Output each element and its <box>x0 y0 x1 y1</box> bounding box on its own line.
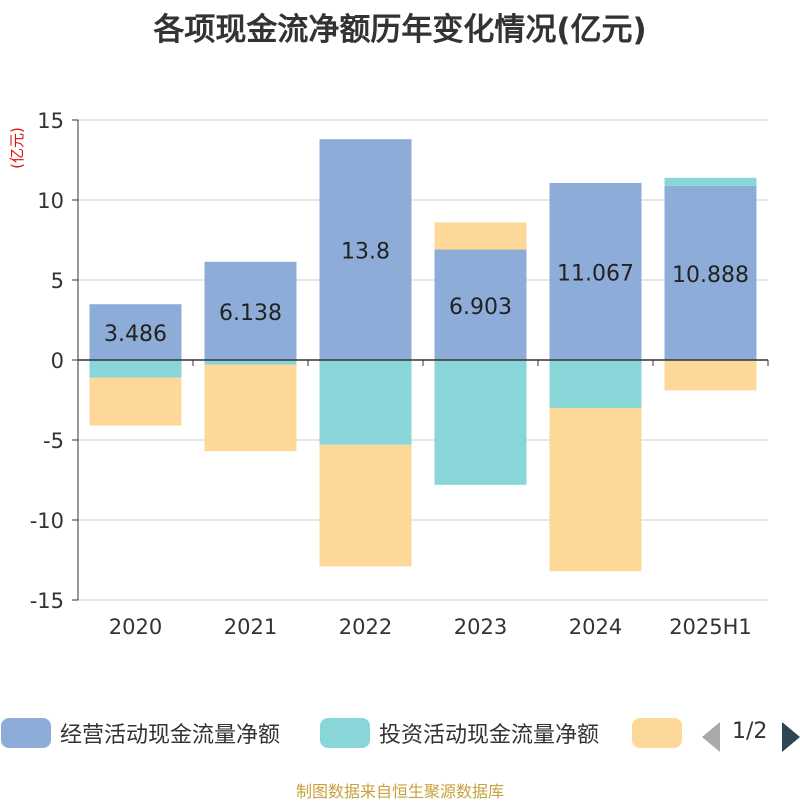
data-label: 11.067 <box>557 261 634 286</box>
legend-swatch-investing[interactable] <box>320 718 370 748</box>
bar-series-1-2022[interactable] <box>319 360 412 445</box>
bar-series-0-2024[interactable] <box>549 182 642 360</box>
legend-label-investing[interactable]: 投资活动现金流量净额 <box>379 723 600 748</box>
data-label: 13.8 <box>341 240 390 265</box>
bar-series-0-2021[interactable] <box>204 261 297 360</box>
bar-series-1-2024[interactable] <box>549 360 642 408</box>
axes: 15 10 5 0 -5 -10 -15 2020 2021 2022 2023 2024 2025H1 <box>30 109 769 639</box>
bar-series-1-2021[interactable] <box>204 360 297 365</box>
x-tick-label: 2020 <box>109 615 162 639</box>
legend-swatch-financing[interactable] <box>632 718 682 748</box>
x-tick-label: 2022 <box>339 615 392 639</box>
chart-title: 各项现金流净额历年变化情况(亿元) <box>153 12 647 48</box>
bar-series-2-2020[interactable] <box>89 377 182 426</box>
bar-series-1-2025H1[interactable] <box>664 177 757 186</box>
bar-layer <box>89 139 757 572</box>
bar-series-1-2020[interactable] <box>89 360 182 378</box>
legend-page-indicator: 1/2 <box>732 719 768 744</box>
legend-swatch-operating[interactable] <box>1 718 51 748</box>
bar-chart: 15 10 5 0 -5 -10 -15 2020 2021 2022 2023 2024 2025H1… <box>8 109 769 639</box>
bar-series-2-2024[interactable] <box>549 408 642 572</box>
y-tick-label: 10 <box>37 189 64 213</box>
legend-next-icon[interactable] <box>782 722 800 752</box>
bar-series-0-2023[interactable] <box>434 249 527 360</box>
data-labels: 3.486 6.138 13.8 6.903 11.067 10.888 <box>104 240 749 348</box>
x-tick-label: 2025H1 <box>669 615 752 639</box>
data-label: 6.138 <box>219 301 282 326</box>
x-tick-label: 2021 <box>224 615 277 639</box>
x-tick-label: 2023 <box>454 615 507 639</box>
bar-series-0-2025H1[interactable] <box>664 185 757 360</box>
y-tick-label: 5 <box>51 269 64 293</box>
data-label: 6.903 <box>449 295 512 320</box>
data-label: 10.888 <box>672 263 749 288</box>
bar-series-0-2022[interactable] <box>319 139 412 360</box>
y-tick-label: 0 <box>51 349 64 373</box>
y-tick-label: 15 <box>37 109 64 133</box>
x-tick-label: 2024 <box>569 615 622 639</box>
bar-series-2-2023[interactable] <box>434 222 527 250</box>
source-note: 制图数据来自恒生聚源数据库 <box>295 782 504 801</box>
data-label: 3.486 <box>104 322 167 347</box>
bar-series-1-2023[interactable] <box>434 360 527 485</box>
y-tick-label: -5 <box>43 429 64 453</box>
legend: 经营活动现金流量净额 投资活动现金流量净额 1/2 <box>0 716 800 756</box>
bar-series-0-2020[interactable] <box>89 304 182 360</box>
y-tick-label: -10 <box>30 509 64 533</box>
legend-label-operating[interactable]: 经营活动现金流量净额 <box>60 723 281 748</box>
legend-prev-icon[interactable] <box>702 722 720 752</box>
y-axis-label: (亿元) <box>8 127 26 169</box>
bar-series-2-2022[interactable] <box>319 444 412 567</box>
y-tick-label: -15 <box>30 589 64 613</box>
bar-series-2-2021[interactable] <box>204 364 297 452</box>
bar-series-2-2025H1[interactable] <box>664 360 757 391</box>
